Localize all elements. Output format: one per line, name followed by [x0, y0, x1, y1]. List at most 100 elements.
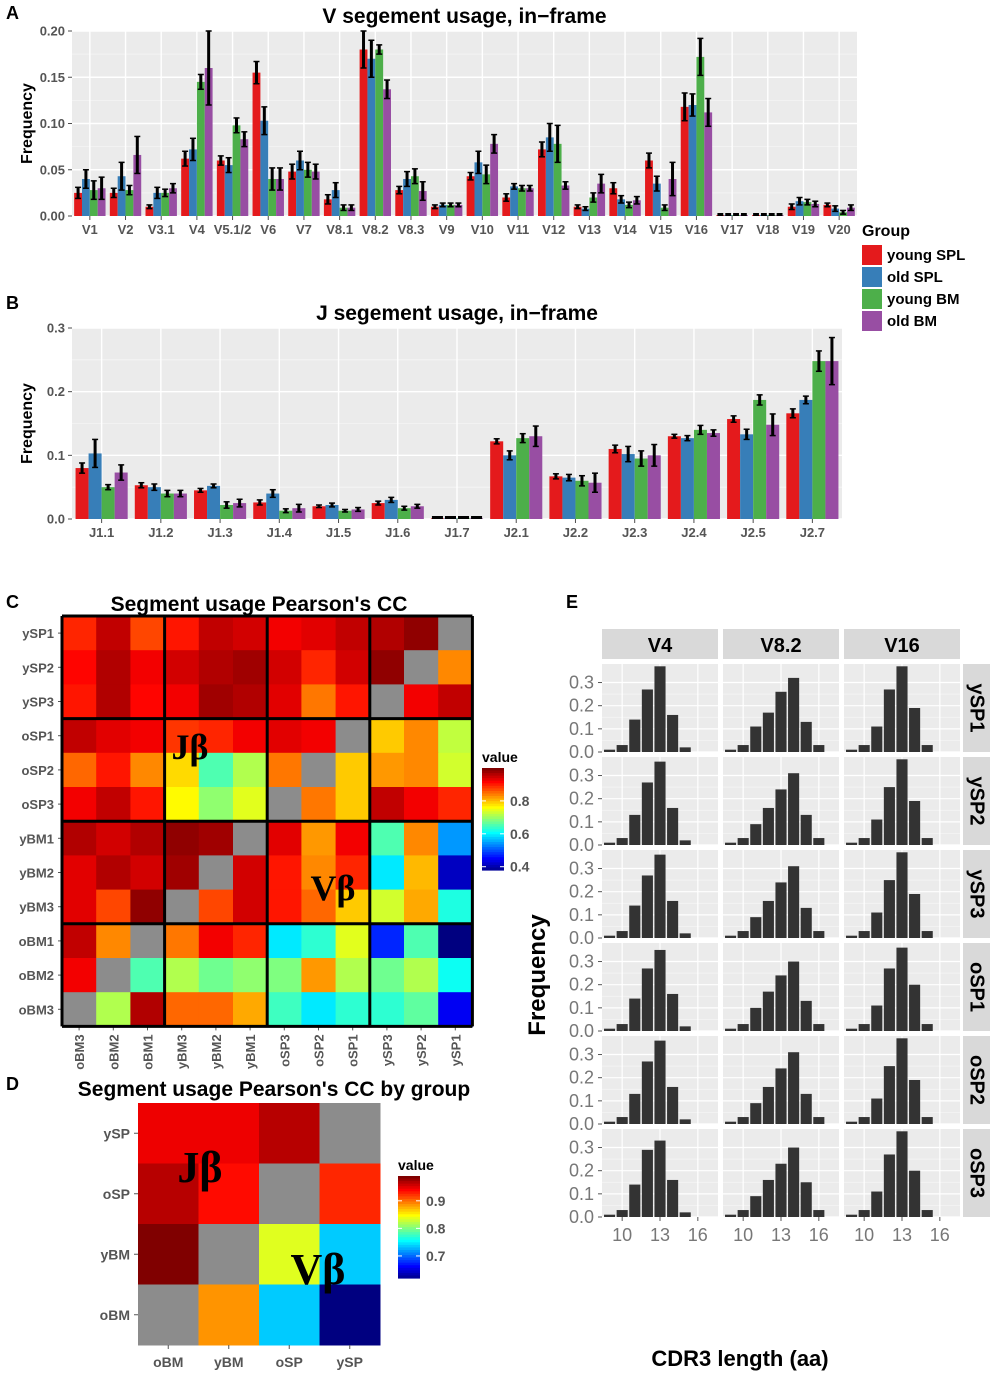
heatmap-cell: [301, 889, 337, 925]
heatmap-cell: [267, 752, 302, 788]
colorbar-segment: [398, 1178, 420, 1182]
heatmap-cell: [62, 616, 97, 651]
facet-strip: [963, 757, 990, 845]
zero-bar-marker: [760, 213, 767, 216]
annotation-jbeta: Jβ: [177, 1143, 222, 1192]
colorbar-segment: [398, 1257, 420, 1261]
heatmap-cell: [198, 1163, 260, 1225]
colorbar-segment: [398, 1198, 420, 1203]
histogram-bar: [654, 666, 666, 752]
heatmap-cell: [438, 821, 473, 856]
panel-e-cdr3-length-histograms: E V4 V8.2 V16 ySP1 0.0 0.1 0.2 0.3 ySP2 0.0 0.1 0.2 0…: [524, 592, 990, 1371]
heatmap-cell: [130, 684, 166, 720]
histogram-bar: [775, 975, 787, 1031]
x-tick-label: J1.4: [267, 525, 293, 540]
heatmap-cell: [369, 821, 405, 856]
y-tick-label: 0.0: [47, 512, 65, 527]
heatmap-cell: [369, 889, 405, 925]
col-label: ySP3: [380, 1034, 395, 1066]
histogram-bar: [762, 991, 774, 1031]
heatmap-cell: [404, 752, 439, 788]
histogram-bar: [725, 1214, 737, 1217]
colorbar-segment: [482, 773, 504, 777]
heatmap-cell: [404, 992, 439, 1027]
facet-row-label: oSP1: [966, 962, 988, 1012]
row-label: yBM2: [19, 866, 54, 881]
chart-title: J segement usage, in−frame: [316, 302, 598, 325]
y-tick-label: 0.10: [40, 116, 65, 131]
bar-young-spl: [466, 176, 475, 216]
bar-old-bm: [525, 188, 534, 216]
heatmap-cell: [62, 923, 97, 959]
histogram-bar: [679, 840, 691, 845]
colorbar-segment: [482, 859, 504, 863]
heatmap-cell: [62, 855, 97, 891]
zero-bar-marker: [768, 213, 775, 216]
heatmap-cell: [369, 855, 405, 891]
row-label: oSP: [103, 1186, 130, 1202]
colorbar-segment: [398, 1270, 420, 1274]
colorbar-segment: [482, 834, 504, 838]
heatmap-cell: [233, 855, 268, 891]
facet-row-label: oSP3: [966, 1148, 988, 1198]
colorbar-segment: [398, 1232, 420, 1236]
heatmap-cell: [233, 821, 268, 856]
bar-old-spl: [474, 162, 483, 216]
histogram-bar: [813, 1117, 825, 1124]
facet-strip: [844, 629, 960, 659]
heatmap-cell: [96, 821, 131, 856]
heatmap-cell: [404, 616, 439, 651]
colorbar-tick-label: 0.7: [426, 1248, 446, 1264]
bar-young-spl: [538, 149, 546, 216]
bar-young-spl: [109, 192, 118, 216]
heatmap-cell: [301, 684, 337, 720]
heatmap-cell: [267, 923, 302, 959]
zero-bar-marker: [733, 213, 739, 216]
histogram-bar: [813, 745, 825, 752]
heatmap-cell: [438, 923, 473, 959]
panel-label: E: [566, 592, 578, 612]
bar-old-bm: [383, 89, 391, 216]
zero-bar-marker: [740, 213, 747, 216]
bar-old-spl: [384, 499, 398, 519]
heatmap-cell: [233, 992, 268, 1027]
bar-young-spl: [253, 502, 267, 519]
x-tick-label: 13: [650, 1225, 670, 1245]
colorbar-segment: [398, 1247, 420, 1251]
colorbar-segment: [482, 803, 504, 807]
heatmap-cell: [198, 718, 234, 754]
bar-young-bm: [589, 197, 598, 216]
heatmap-cell: [198, 650, 234, 685]
histogram-bar: [604, 1028, 616, 1031]
heatmap-cell: [438, 992, 473, 1027]
col-label: oBM2: [106, 1034, 121, 1069]
bar-young-bm: [279, 510, 293, 519]
histogram-bar: [921, 838, 933, 845]
heatmap-cell: [404, 923, 439, 959]
histogram-bar: [871, 912, 883, 938]
heatmap-cell: [369, 684, 405, 720]
bar-young-bm: [482, 174, 491, 216]
colorbar-segment: [482, 780, 504, 784]
legend-title: Group: [862, 223, 910, 240]
x-tick-label: J1.5: [326, 525, 351, 540]
bar-old-bm: [454, 204, 463, 216]
histogram-bar: [750, 1007, 762, 1031]
x-tick-label: 10: [733, 1225, 753, 1245]
heatmap-cell: [198, 787, 234, 822]
bar-old-bm: [114, 472, 128, 519]
bar-young-spl: [573, 206, 582, 216]
heatmap-cell: [96, 718, 131, 754]
colorbar-segment: [398, 1221, 420, 1226]
bar-young-spl: [288, 171, 297, 216]
x-tick-label: J2.1: [504, 525, 529, 540]
bar-young-spl: [371, 503, 385, 519]
histogram-bar: [604, 1214, 616, 1217]
heatmap-cell: [319, 1103, 381, 1164]
bar-young-spl: [395, 190, 404, 216]
heatmap-cell: [233, 752, 268, 788]
colorbar-segment: [398, 1224, 420, 1228]
histogram-bar: [883, 1154, 895, 1217]
y-tick-label: 0.3: [569, 1138, 594, 1158]
heatmap-cell: [335, 821, 371, 856]
